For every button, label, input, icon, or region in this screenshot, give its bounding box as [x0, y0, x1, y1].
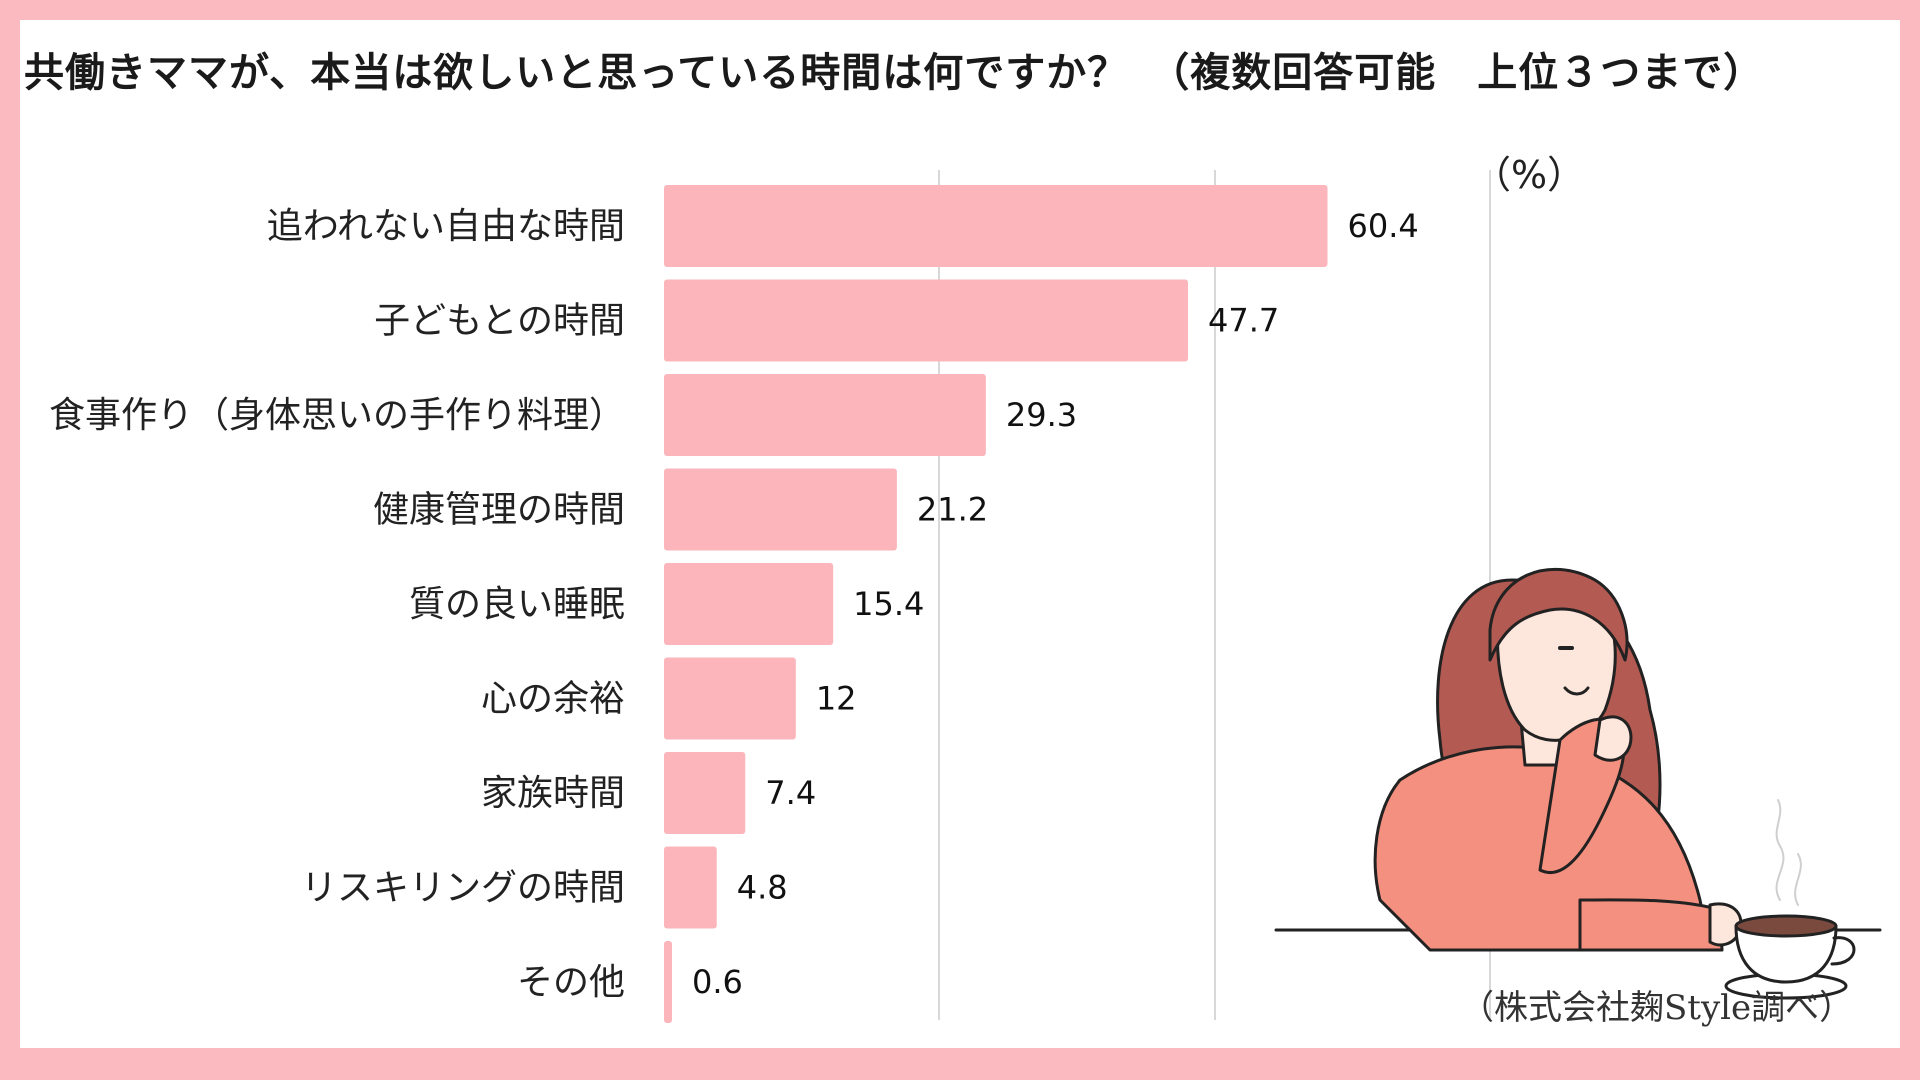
category-label: その他	[517, 962, 625, 1003]
data-label: 4.8	[737, 869, 788, 907]
category-label: 追われない自由な時間	[267, 206, 625, 247]
data-label: 0.6	[692, 963, 743, 1001]
data-label: 47.7	[1208, 302, 1279, 340]
category-label: 食事作り（身体思いの手作り料理）	[49, 395, 625, 436]
data-label: 7.4	[765, 774, 816, 812]
category-label: 家族時間	[481, 773, 625, 814]
bar	[664, 846, 717, 929]
category-label: 健康管理の時間	[373, 490, 625, 531]
unit-label: （%）	[1473, 153, 1586, 197]
category-label: 心の余裕	[481, 679, 625, 720]
category-label: 子どもとの時間	[374, 301, 625, 342]
bar-chart: 追われない自由な時間 60.4 子どもとの時間 47.7 食事作り（身体思いの手作り料理…	[49, 170, 1882, 1023]
bar	[664, 657, 796, 740]
chart-frame: 共働きママが、本当は欲しいと思っている時間は何ですか？ （複数回答可能 上位３つ…	[20, 20, 1900, 1048]
data-label: 29.3	[1006, 396, 1077, 434]
data-label: 21.2	[917, 491, 988, 529]
bar	[664, 563, 834, 645]
bar	[664, 279, 1188, 362]
woman-illustration	[1274, 567, 1882, 1000]
data-label: 60.4	[1347, 207, 1418, 245]
category-label: 質の良い睡眠	[409, 584, 625, 625]
bar	[664, 468, 897, 551]
bar	[664, 941, 672, 1023]
chart-title: 共働きママが、本当は欲しいと思っている時間は何ですか？ （複数回答可能 上位３つ…	[24, 50, 1765, 96]
source-note: （株式会社麹Style調べ）	[1460, 988, 1854, 1028]
category-label: リスキリングの時間	[301, 868, 625, 909]
bar	[664, 374, 986, 456]
data-label: 15.4	[853, 585, 924, 623]
data-label: 12	[816, 680, 857, 718]
bar	[664, 752, 746, 834]
bar	[664, 185, 1328, 267]
